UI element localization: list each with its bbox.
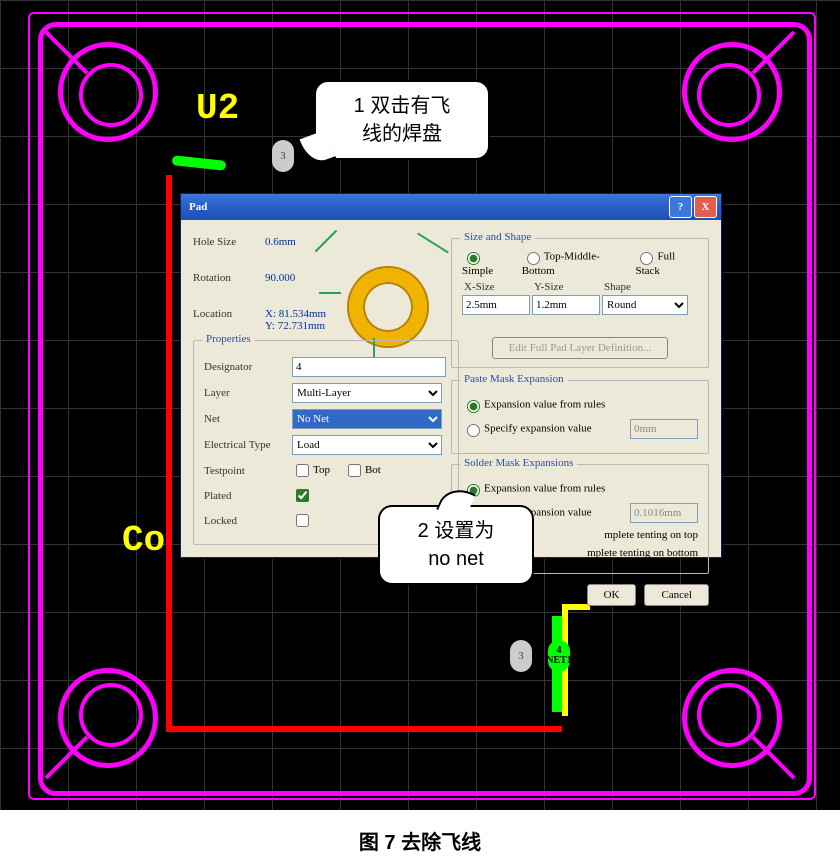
xsize-header: X-Size [462, 281, 530, 293]
mounting-hole-inner [697, 63, 761, 127]
plated-checkbox[interactable] [296, 489, 309, 502]
callout-2: 2 设置为 no net [378, 505, 534, 585]
location-label: Location [193, 308, 265, 320]
rotation-label: Rotation [193, 272, 265, 284]
track-red [166, 175, 172, 730]
help-button[interactable]: ? [669, 196, 692, 218]
designator-input[interactable] [292, 357, 446, 377]
track-red [166, 726, 562, 732]
paste-specify-radio[interactable]: Specify expansion value [462, 421, 592, 437]
plated-label: Plated [204, 490, 292, 502]
layer-label: Layer [204, 387, 292, 399]
dialog-title: Pad [185, 201, 667, 213]
net-label: Net [204, 413, 292, 425]
paste-mask-legend: Paste Mask Expansion [460, 373, 568, 385]
figure-caption: 图 7 去除飞线 [0, 826, 840, 855]
pcb-canvas[interactable]: U2 Co 3 3 4 NET1 1 双击有飞 线的焊盘 Pad ? X Hol… [0, 0, 840, 810]
ysize-input[interactable] [532, 295, 600, 315]
tenting-top-checkbox[interactable]: mplete tenting on top [604, 529, 698, 541]
electrical-type-select[interactable]: Load [292, 435, 442, 455]
pad-3[interactable]: 3 [272, 140, 294, 172]
net-select[interactable]: No Net [292, 409, 442, 429]
testpoint-top-checkbox[interactable]: Top [292, 461, 330, 480]
mounting-hole-inner [79, 683, 143, 747]
callout-2-line1: 2 设置为 [396, 517, 516, 545]
tmb-radio[interactable]: Top-Middle-Bottom [522, 249, 626, 277]
designator-label: Designator [204, 361, 292, 373]
cancel-button[interactable]: Cancel [644, 584, 709, 606]
shape-select[interactable]: Round [602, 295, 688, 315]
testpoint-bottom-checkbox[interactable]: Bot [344, 461, 381, 480]
silkscreen-co: Co [122, 520, 165, 561]
size-shape-legend: Size and Shape [460, 231, 535, 243]
solder-value-input [630, 503, 698, 523]
fullstack-radio[interactable]: Full Stack [635, 249, 698, 277]
pad-4[interactable]: 4 NET1 [548, 640, 570, 672]
hole-size-label: Hole Size [193, 236, 265, 248]
electrical-type-label: Electrical Type [204, 439, 292, 451]
locked-label: Locked [204, 515, 292, 527]
simple-radio[interactable]: Simple [462, 249, 512, 277]
xsize-input[interactable] [462, 295, 530, 315]
callout-1: 1 双击有飞 线的焊盘 [314, 80, 490, 160]
properties-legend: Properties [202, 333, 255, 345]
dialog-titlebar[interactable]: Pad ? X [181, 194, 721, 220]
shape-header: Shape [602, 281, 690, 293]
callout-2-line2: no net [396, 545, 516, 573]
ysize-header: Y-Size [532, 281, 600, 293]
tenting-bottom-checkbox[interactable]: mplete tenting on bottom [587, 547, 698, 559]
layer-select[interactable]: Multi-Layer [292, 383, 442, 403]
solder-from-rules-radio[interactable]: Expansion value from rules [462, 481, 605, 497]
paste-from-rules-radio[interactable]: Expansion value from rules [462, 397, 605, 413]
hole-size-value: 0.6mm [265, 236, 296, 248]
close-button[interactable]: X [694, 196, 717, 218]
callout-1-line1: 1 双击有飞 [332, 92, 472, 120]
paste-value-input [630, 419, 698, 439]
rotation-value: 90.000 [265, 272, 295, 284]
locked-checkbox[interactable] [296, 514, 309, 527]
pad-3[interactable]: 3 [510, 640, 532, 672]
edit-full-pad-button: Edit Full Pad Layer Definition... [492, 337, 669, 359]
callout-1-line2: 线的焊盘 [332, 120, 472, 148]
solder-mask-legend: Solder Mask Expansions [460, 457, 577, 469]
ok-button[interactable]: OK [587, 584, 637, 606]
mounting-hole-inner [79, 63, 143, 127]
testpoint-label: Testpoint [204, 465, 292, 477]
silkscreen-u2: U2 [196, 88, 239, 129]
pad-preview-ring [349, 268, 427, 346]
